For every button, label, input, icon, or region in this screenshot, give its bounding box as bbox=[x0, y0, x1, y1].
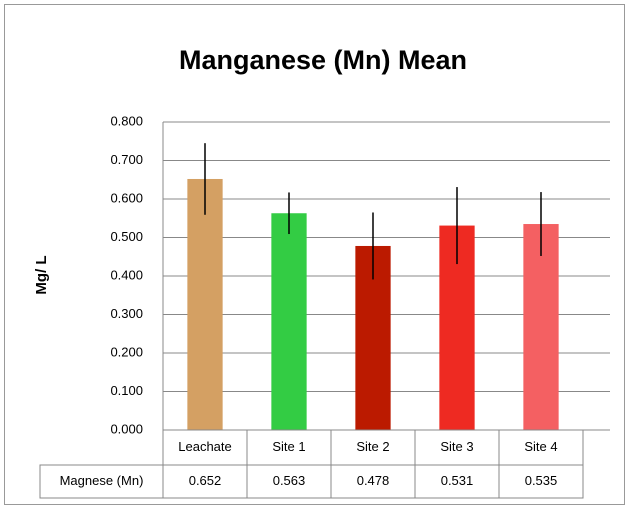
x-tick-label: Site 4 bbox=[524, 439, 557, 454]
x-tick-label: Site 3 bbox=[440, 439, 473, 454]
bar bbox=[523, 224, 559, 430]
y-tick-label: 0.100 bbox=[110, 383, 143, 398]
chart-frame bbox=[4, 4, 625, 505]
table-value: 0.531 bbox=[441, 473, 474, 488]
x-tick-label: Leachate bbox=[178, 439, 232, 454]
y-tick-label: 0.400 bbox=[110, 267, 143, 282]
y-axis-label: Mg/ L bbox=[33, 255, 50, 294]
y-tick-label: 0.000 bbox=[110, 421, 143, 436]
y-tick-label: 0.500 bbox=[110, 229, 143, 244]
bar bbox=[271, 213, 307, 430]
y-tick-label: 0.800 bbox=[110, 113, 143, 128]
table-value: 0.652 bbox=[189, 473, 222, 488]
table-value: 0.478 bbox=[357, 473, 390, 488]
table-cell bbox=[498, 464, 584, 499]
y-tick-label: 0.600 bbox=[110, 190, 143, 205]
x-tick-label: Site 1 bbox=[272, 439, 305, 454]
bar bbox=[187, 178, 223, 430]
table-value: 0.563 bbox=[273, 473, 306, 488]
y-tick-label: 0.200 bbox=[110, 344, 143, 359]
chart-title: Manganese (Mn) Mean bbox=[179, 45, 467, 75]
table-value: 0.535 bbox=[525, 473, 558, 488]
table-row-header: Magnese (Mn) bbox=[60, 473, 144, 488]
y-tick-label: 0.300 bbox=[110, 306, 143, 321]
x-tick-label: Site 2 bbox=[356, 439, 389, 454]
y-tick-label: 0.700 bbox=[110, 152, 143, 167]
